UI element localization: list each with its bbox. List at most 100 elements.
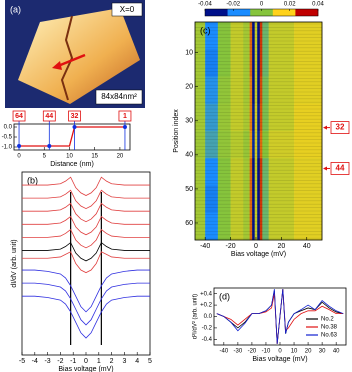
- data-line: [22, 269, 150, 313]
- marker-label: 1: [123, 113, 127, 120]
- heat-cell: [262, 158, 269, 186]
- heat-cell: [268, 131, 295, 159]
- heat-cell: [257, 22, 261, 50]
- heat-cell: [243, 49, 250, 77]
- annotation-arrow-head: [323, 125, 327, 130]
- heat-cell: [249, 49, 253, 77]
- y-axis-label: d²I/dV² (arb. unit): [193, 294, 199, 339]
- heat-cell: [249, 76, 253, 105]
- data-line: [22, 251, 150, 274]
- heat-cell: [268, 212, 295, 241]
- y-tick-label: 60: [185, 220, 193, 227]
- heat-cell: [257, 212, 261, 241]
- heat-cell: [195, 76, 206, 105]
- legend-label: No.38: [321, 325, 338, 331]
- y-tick-label: 0.0: [204, 314, 213, 320]
- heat-cell: [205, 22, 219, 50]
- colorbar-tick-label: 0.04: [312, 2, 324, 8]
- colorbar-segment: [227, 9, 251, 16]
- x-tick-label: -20: [225, 243, 235, 250]
- x-tick-label: 20: [305, 349, 312, 355]
- heat-cell: [252, 49, 255, 77]
- x-tick-label: 1: [97, 358, 101, 365]
- heat-cell: [259, 22, 263, 50]
- x-tick-label: 20: [117, 154, 124, 160]
- heat-cell: [252, 131, 255, 159]
- y-tick-label: 40: [185, 152, 193, 159]
- colorbar-tick-label: 0: [260, 2, 264, 8]
- plot-frame: [194, 21, 323, 241]
- x-tick-label: 4: [135, 358, 139, 365]
- heat-cell: [257, 158, 261, 186]
- heat-cell: [205, 212, 219, 241]
- data-line: [22, 202, 150, 223]
- x-tick-label: -3: [44, 358, 50, 365]
- marker-label: 64: [15, 113, 23, 120]
- x-tick-label: 40: [333, 349, 340, 355]
- heat-cell: [262, 212, 269, 241]
- heat-cell: [254, 22, 258, 50]
- colorbar-segment: [250, 9, 274, 16]
- x-tick-label: 0: [17, 154, 21, 160]
- x-tick-label: -30: [234, 349, 243, 355]
- heat-cell: [195, 49, 206, 77]
- heat-cell: [249, 158, 253, 186]
- heat-cell: [217, 158, 231, 186]
- x-tick-label: 5: [43, 154, 47, 160]
- heat-cell: [230, 158, 244, 186]
- marker-box: [42, 110, 56, 122]
- data-line: [22, 189, 150, 210]
- colorbar-segment: [272, 9, 296, 16]
- colorbar-tick-label: -0.02: [226, 2, 240, 8]
- heat-cell: [205, 185, 219, 214]
- heat-cell: [252, 185, 255, 214]
- annotation: 84x84nm²: [101, 92, 137, 101]
- heat-cell: [205, 103, 219, 132]
- x-tick-label: 2: [110, 358, 114, 365]
- x-tick-label: -1: [70, 358, 76, 365]
- x-tick-label: -20: [248, 349, 257, 355]
- heat-cell: [294, 103, 323, 132]
- annotation-box: [330, 162, 350, 175]
- marker: [122, 125, 127, 129]
- annotation-box: [330, 121, 350, 134]
- heat-cell: [268, 185, 295, 214]
- x-tick-label: 30: [319, 349, 326, 355]
- annotation-label: 44: [336, 164, 345, 173]
- annotation-arrow-head: [323, 166, 327, 171]
- heat-cell: [257, 76, 261, 105]
- heat-cell: [243, 103, 250, 132]
- heat-cell: [217, 49, 231, 77]
- heat-cell: [230, 131, 244, 159]
- y-tick-label: 10: [185, 50, 193, 57]
- heat-cell: [294, 212, 323, 241]
- heat-cell: [294, 76, 323, 105]
- x-tick-label: 10: [291, 349, 298, 355]
- y-axis-label: Position index: [173, 109, 180, 153]
- x-tick-label: 0: [84, 358, 88, 365]
- heat-cell: [243, 131, 250, 159]
- y-tick-label: +0.2: [200, 303, 213, 309]
- marker: [72, 125, 77, 129]
- marker-box: [12, 110, 26, 122]
- heat-cell: [257, 185, 261, 214]
- heat-cell: [294, 49, 323, 77]
- heat-cell: [268, 49, 295, 77]
- y-tick-label: -0.4: [202, 337, 213, 343]
- colorbar-segment: [205, 9, 228, 16]
- heat-cell: [259, 76, 263, 105]
- colorbar-tick-label: 0.02: [284, 2, 296, 8]
- heat-cell: [243, 212, 250, 241]
- x-axis-label: Bias voltage (mV): [252, 356, 307, 363]
- marker-box: [68, 110, 81, 122]
- x-tick-label: 0: [254, 243, 258, 250]
- heat-cell: [243, 76, 250, 105]
- heat-cell: [230, 22, 244, 50]
- x-axis-label: Distance (nm): [50, 161, 94, 168]
- heat-cell: [195, 103, 206, 132]
- arrow-head: [52, 61, 62, 70]
- legend-label: No.63: [321, 333, 338, 339]
- x-tick-label: -40: [219, 349, 228, 355]
- data-line: [22, 241, 150, 262]
